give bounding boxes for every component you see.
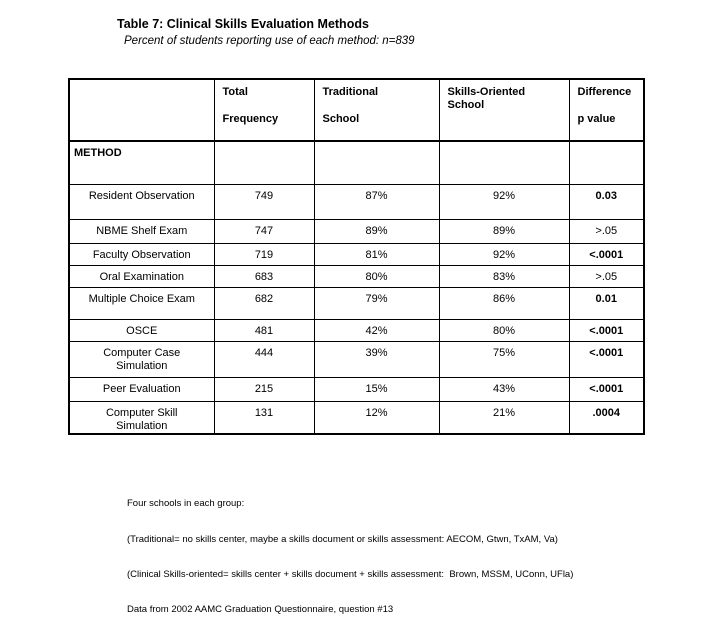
skills-cell: 92%	[438, 242, 570, 266]
header-empty	[68, 78, 215, 142]
skills-cell: 86%	[438, 286, 570, 320]
header-line: Difference	[577, 86, 632, 98]
method-text: Computer Case Simulation	[103, 346, 181, 372]
header-difference-pvalue: Difference p value	[568, 78, 645, 142]
method-label: METHOD	[68, 140, 215, 185]
table-row: Peer Evaluation 215 15% 43% <.0001	[68, 376, 645, 402]
skills-cell: 89%	[438, 218, 570, 244]
table-header-row: Total Frequency Traditional School Skill…	[68, 78, 645, 142]
header-line: Frequency	[222, 113, 279, 125]
table-row: Oral Examination 683 80% 83% >.05	[68, 264, 645, 288]
method-label-row: METHOD	[68, 140, 645, 185]
method-cell: Resident Observation	[68, 183, 215, 220]
total-cell: 747	[213, 218, 315, 244]
skills-cell: 21%	[438, 400, 570, 434]
header-skills-oriented-school: Skills-Oriented School	[438, 78, 570, 142]
method-cell: Computer Skill Simulation	[68, 400, 215, 434]
page-title: Table 7: Clinical Skills Evaluation Meth…	[117, 17, 369, 31]
method-cell: Faculty Observation	[68, 242, 215, 266]
traditional-cell: 81%	[313, 242, 440, 266]
header-line: Traditional	[322, 86, 379, 98]
p-value-cell: 0.01	[568, 286, 645, 320]
method-cell: Oral Examination	[68, 264, 215, 288]
evaluation-methods-table: Total Frequency Traditional School Skill…	[68, 78, 645, 435]
table-row: Multiple Choice Exam 682 79% 86% 0.01	[68, 286, 645, 320]
header-line: Total	[222, 86, 248, 98]
total-cell: 749	[213, 183, 315, 220]
skills-cell: 92%	[438, 183, 570, 220]
p-value-cell: 0.03	[568, 183, 645, 220]
header-line: School	[447, 99, 485, 111]
total-cell: 481	[213, 318, 315, 342]
method-cell: Computer Case Simulation	[68, 340, 215, 378]
p-value-cell: >.05	[568, 218, 645, 244]
total-cell: 719	[213, 242, 315, 266]
footnote-line: (Traditional= no skills center, maybe a …	[127, 533, 558, 545]
header-traditional-school: Traditional School	[313, 78, 440, 142]
table-row: OSCE 481 42% 80% <.0001	[68, 318, 645, 342]
method-cell: Multiple Choice Exam	[68, 286, 215, 320]
skills-cell: 83%	[438, 264, 570, 288]
table-row: Computer Case Simulation 444 39% 75% <.0…	[68, 340, 645, 378]
p-value-cell: <.0001	[568, 318, 645, 342]
traditional-cell: 15%	[313, 376, 440, 402]
header-total-frequency: Total Frequency	[213, 78, 315, 142]
total-cell: 683	[213, 264, 315, 288]
method-text: Computer Skill Simulation	[105, 406, 178, 432]
total-cell: 215	[213, 376, 315, 402]
page-subtitle: Percent of students reporting use of eac…	[124, 35, 415, 47]
table-row: Resident Observation 749 87% 92% 0.03	[68, 183, 645, 220]
traditional-cell: 89%	[313, 218, 440, 244]
skills-cell: 80%	[438, 318, 570, 342]
footnote-line: Data from 2002 AAMC Graduation Questionn…	[127, 603, 394, 615]
traditional-cell: 80%	[313, 264, 440, 288]
header-line: p value	[577, 113, 616, 125]
method-cell: NBME Shelf Exam	[68, 218, 215, 244]
total-cell: 682	[213, 286, 315, 320]
skills-cell: 43%	[438, 376, 570, 402]
footnotes: Four schools in each group: (Traditional…	[127, 475, 573, 639]
header-line: School	[322, 113, 360, 125]
p-value-cell: <.0001	[568, 340, 645, 378]
p-value-cell: <.0001	[568, 242, 645, 266]
p-value-cell: >.05	[568, 264, 645, 288]
total-cell: 131	[213, 400, 315, 434]
method-cell: OSCE	[68, 318, 215, 342]
p-value-cell: <.0001	[568, 376, 645, 402]
traditional-cell: 12%	[313, 400, 440, 434]
slide: Table 7: Clinical Skills Evaluation Meth…	[68, 17, 645, 615]
header-line: Skills-Oriented	[447, 86, 526, 98]
table-row: NBME Shelf Exam 747 89% 89% >.05	[68, 218, 645, 244]
footnote-line: Four schools in each group:	[127, 498, 245, 510]
p-value-cell: .0004	[568, 400, 645, 434]
table-row: Computer Skill Simulation 131 12% 21% .0…	[68, 400, 645, 434]
skills-cell: 75%	[438, 340, 570, 378]
method-cell: Peer Evaluation	[68, 376, 215, 402]
traditional-cell: 79%	[313, 286, 440, 320]
traditional-cell: 39%	[313, 340, 440, 378]
footnote-line: (Clinical Skills-oriented= skills center…	[127, 568, 574, 580]
total-cell: 444	[213, 340, 315, 378]
traditional-cell: 87%	[313, 183, 440, 220]
traditional-cell: 42%	[313, 318, 440, 342]
table-row: Faculty Observation 719 81% 92% <.0001	[68, 242, 645, 266]
